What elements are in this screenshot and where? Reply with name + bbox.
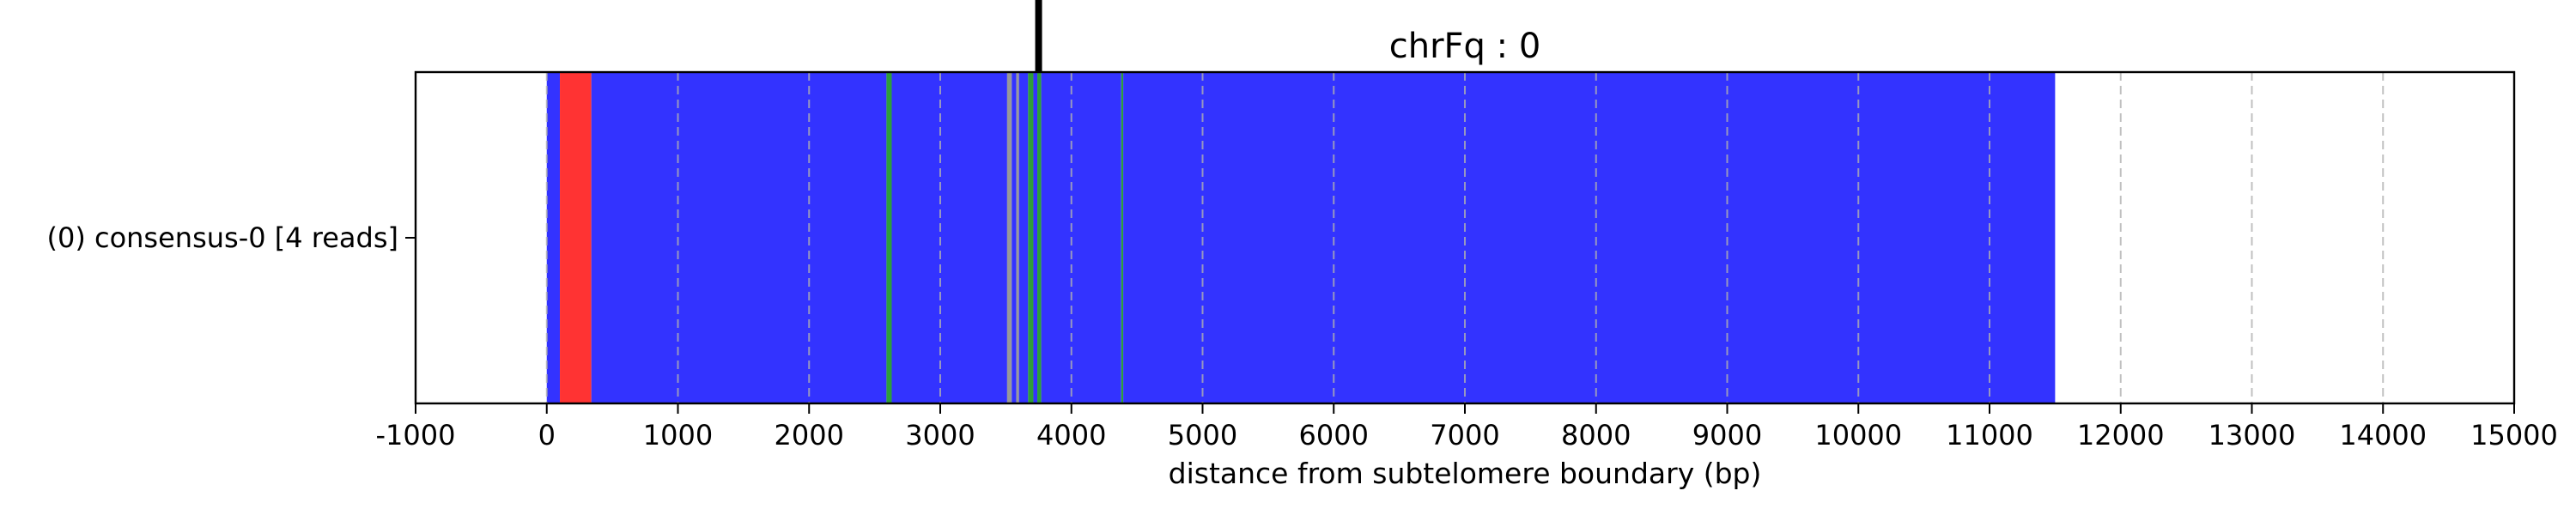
bar-segment xyxy=(1016,72,1019,403)
x-tick-label: 4000 xyxy=(1036,419,1106,451)
x-tick-label: 0 xyxy=(538,419,556,451)
x-tick-label: 7000 xyxy=(1430,419,1499,451)
bar-segment xyxy=(1041,72,1121,403)
x-tick-label: 11000 xyxy=(1946,419,2033,451)
bar-segment xyxy=(546,72,561,403)
bar-segment xyxy=(1037,72,1042,403)
x-axis-ticks: -1000 0 1000 2000 3000 4000 5000 6000 7000 8000 90… xyxy=(376,403,2558,451)
x-tick-label: 1000 xyxy=(643,419,713,451)
x-tick-label: 2000 xyxy=(775,419,844,451)
chart-title: chrFq : 0 xyxy=(1389,27,1541,66)
x-tick-label: 6000 xyxy=(1299,419,1369,451)
bar-segment xyxy=(1006,72,1012,403)
x-tick-label: 8000 xyxy=(1561,419,1631,451)
bar-segment xyxy=(1123,72,2056,403)
x-tick-label: 5000 xyxy=(1168,419,1237,451)
x-tick-label: 3000 xyxy=(905,419,975,451)
bar-segments xyxy=(546,72,2056,403)
x-tick-label: 13000 xyxy=(2208,419,2296,451)
bar-segment xyxy=(1012,72,1017,403)
x-axis-label: distance from subtelomere boundary (bp) xyxy=(1169,457,1762,490)
x-tick-label: 15000 xyxy=(2470,419,2558,451)
bar-segment xyxy=(560,72,592,403)
y-axis-ticks: (0) consensus-0 [4 reads] xyxy=(46,221,416,254)
y-tick-label: (0) consensus-0 [4 reads] xyxy=(46,221,398,254)
bar-segment xyxy=(1033,72,1038,403)
bar-segment xyxy=(1018,72,1029,403)
x-tick-label: 10000 xyxy=(1814,419,1902,451)
x-tick-label: 9000 xyxy=(1692,419,1762,451)
bar-segment xyxy=(891,72,1007,403)
x-tick-label: 12000 xyxy=(2077,419,2165,451)
bar-segment xyxy=(886,72,892,403)
bar-segment xyxy=(1121,72,1124,403)
bar-segment xyxy=(1028,72,1034,403)
bar-segment xyxy=(591,72,887,403)
x-tick-label: 14000 xyxy=(2339,419,2427,451)
x-tick-label: -1000 xyxy=(376,419,456,451)
